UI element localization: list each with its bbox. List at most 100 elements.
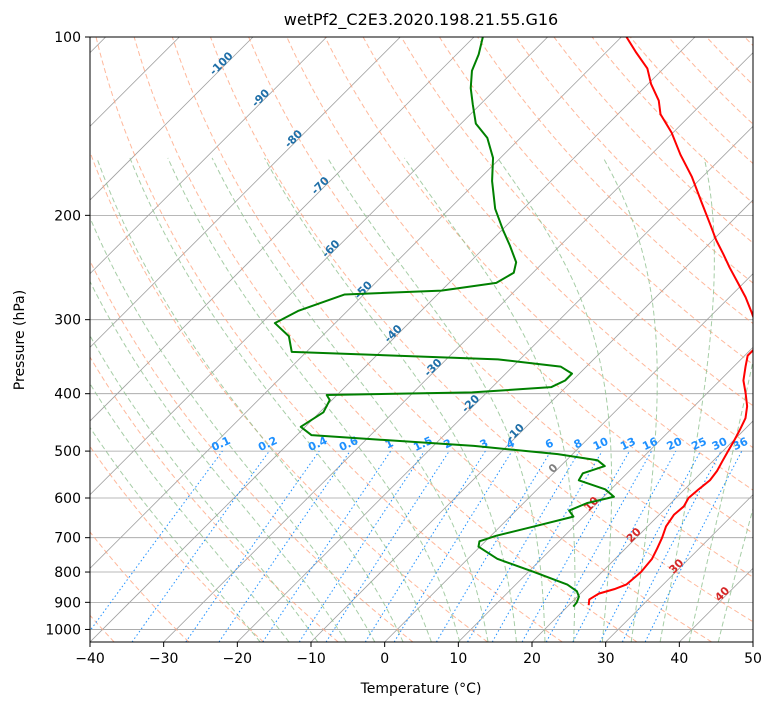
dry-adiabat-line <box>90 150 488 642</box>
x-tick-label: 40 <box>670 651 688 667</box>
y-tick-label: 400 <box>54 387 81 403</box>
isotherm-line <box>163 52 753 642</box>
moist-adiabat-label: 40 <box>712 584 732 604</box>
x-tick-label: −40 <box>75 651 105 667</box>
y-tick-label: 700 <box>54 531 81 547</box>
y-tick-label: 200 <box>54 208 81 224</box>
x-tick-label: 30 <box>597 651 615 667</box>
dry-adiabat-line <box>744 37 753 47</box>
mixing-ratio-line <box>131 450 270 642</box>
x-tick-label: 0 <box>380 651 389 667</box>
isotherm-label: -70 <box>309 174 332 197</box>
mixing-ratio-line <box>572 450 677 642</box>
isotherm-label: -20 <box>459 392 482 415</box>
mixing-ratio-line <box>262 450 392 642</box>
mixing-ratio-line <box>325 450 450 642</box>
moist-adiabat-line <box>717 506 753 642</box>
isotherm-line <box>531 420 753 642</box>
dry-adiabat-line <box>553 37 753 244</box>
mixing-ratio-line <box>298 450 425 642</box>
y-tick-label: 100 <box>54 30 81 46</box>
dry-adiabat-line <box>591 37 753 204</box>
mixing-ratio-line <box>435 450 552 642</box>
dry-adiabat-line <box>90 445 264 642</box>
moist-adiabat-line <box>211 157 489 642</box>
mixing-ratio-label: 13 <box>618 435 637 453</box>
dry-adiabat-line <box>439 37 753 366</box>
moist-adiabat-label: 20 <box>624 525 644 545</box>
isotherm-label: -50 <box>352 278 375 301</box>
chart-title: wetPf2_C2E3.2020.198.21.55.G16 <box>284 10 558 30</box>
isotherm-line <box>90 37 475 422</box>
dry-adiabat-line <box>90 259 414 642</box>
y-tick-label: 1000 <box>45 622 81 638</box>
x-tick-label: 20 <box>523 651 541 667</box>
x-tick-label: −20 <box>223 651 253 667</box>
y-tick-label: 800 <box>54 565 81 581</box>
mixing-ratio-label: 30 <box>710 435 730 453</box>
moist-adiabat-line <box>129 157 432 642</box>
isotherm-label: -100 <box>207 49 236 78</box>
dry-adiabat-line <box>362 37 753 449</box>
dry-adiabat-line <box>133 37 638 642</box>
isotherm-label: -80 <box>282 127 305 150</box>
mixing-ratio-label: 16 <box>640 435 660 453</box>
isotherm-line <box>458 346 753 642</box>
isotherm-line <box>90 37 401 348</box>
dry-adiabat-line <box>286 37 753 534</box>
isotherm-line <box>90 37 622 569</box>
isotherm-line <box>90 37 696 642</box>
isotherm-line <box>310 199 753 642</box>
dry-adiabat-line <box>668 37 753 125</box>
x-tick-label: −10 <box>296 651 326 667</box>
axes: −40 −30 −20 −10 0 10 20 30 40 50 100 200 300 400 500 60… <box>45 30 762 667</box>
dewpoint-profile-line <box>273 37 615 608</box>
mixing-ratio-line <box>185 450 320 642</box>
background-lines <box>90 37 753 642</box>
isotherm-line <box>90 37 548 496</box>
mixing-ratio-label: 6 <box>543 436 556 451</box>
moist-adiabat-line <box>404 157 576 642</box>
x-tick-label: 50 <box>744 651 762 667</box>
moist-adiabat-label: 30 <box>666 556 686 576</box>
mixing-ratio-label: 1 <box>383 436 395 451</box>
x-tick-label: −30 <box>149 651 179 667</box>
mixing-ratio-line <box>521 450 630 642</box>
dry-adiabat-line <box>400 37 753 407</box>
dry-adiabat-line <box>95 37 563 642</box>
moist-adiabat-line <box>96 157 404 642</box>
mixing-ratio-line <box>218 450 351 642</box>
moist-adiabat-line <box>90 426 261 642</box>
mixing-ratio-line <box>599 450 701 642</box>
mixing-ratio-label: 25 <box>689 435 708 453</box>
moist-adiabat-line <box>90 280 347 642</box>
moist-adiabat-line <box>602 157 658 642</box>
isotherm-line <box>384 273 753 642</box>
mixing-ratio-line <box>621 450 722 642</box>
x-tick-label: 10 <box>449 651 467 667</box>
y-tick-label: 900 <box>54 595 81 611</box>
mixing-ratio-line <box>90 450 223 632</box>
dry-adiabat-line <box>477 37 753 325</box>
isotherm-line <box>90 37 254 201</box>
mixing-ratio-label: 3 <box>478 436 490 451</box>
isotherm-line <box>605 494 753 642</box>
mixing-ratio-line <box>393 450 513 642</box>
dry-adiabat-line <box>706 37 753 86</box>
moist-adiabat-line <box>264 157 517 642</box>
y-tick-label: 600 <box>54 491 81 507</box>
moist-adiabat-line <box>90 334 319 642</box>
y-tick-label: 500 <box>54 444 81 460</box>
mixing-ratio-line <box>364 450 486 642</box>
moist-adiabat-line <box>167 157 461 642</box>
dry-adiabat-line <box>210 37 753 623</box>
mixing-ratio-label: 20 <box>665 435 685 453</box>
series-layer <box>273 37 753 608</box>
plot-frame <box>89 36 754 643</box>
isotherm-line <box>237 125 753 642</box>
isotherm-label: -40 <box>382 322 405 345</box>
isotherm-label: -60 <box>319 237 342 260</box>
dry-adiabat-line <box>324 37 753 491</box>
dry-adiabat-line <box>248 37 753 578</box>
dry-adiabat-line <box>515 37 753 284</box>
